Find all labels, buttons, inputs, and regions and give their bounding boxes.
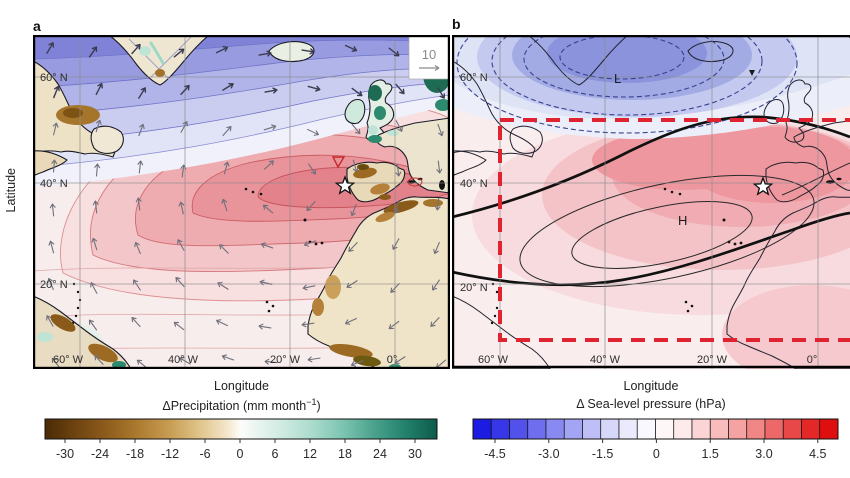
precip-colorbar: -30 -24 -18 -12 -6 0 6 12 18 24 30	[44, 418, 438, 461]
small-arrow-icon	[749, 70, 755, 76]
y-axis-label: Latitude	[4, 168, 18, 213]
precip-colorbar-ticks: -30 -24 -18 -12 -6 0 6 12 18 24 30	[56, 439, 422, 461]
svg-text:-4.5: -4.5	[484, 447, 506, 461]
balearic-red-outline	[407, 177, 423, 187]
panel-b-border	[452, 35, 850, 369]
slp-colorbar-ticks: -4.5 -3.0 -1.5 0 1.5 3.0 4.5	[484, 439, 827, 461]
panel-b-map: L H 60° N 40° N 20° N 60° W 40° W 20° W …	[452, 35, 850, 369]
lat-tick-20n: 20° N	[460, 282, 488, 294]
svg-text:3.0: 3.0	[755, 447, 772, 461]
precip-title-prefix: ΔPrecipitation (mm month	[162, 399, 307, 414]
site-star-marker	[334, 175, 356, 195]
lat-tick-60n: 60° N	[40, 72, 68, 84]
svg-text:-1.5: -1.5	[592, 447, 614, 461]
panel-a-xlabel: Longitude	[214, 379, 269, 393]
wind-scale-value: 10	[422, 47, 436, 62]
slp-thick-contours	[452, 115, 850, 287]
wind-scale-legend: 10	[408, 35, 450, 80]
azores-high-region-box	[498, 118, 850, 342]
svg-text:6: 6	[272, 447, 279, 461]
svg-text:1.5: 1.5	[702, 447, 719, 461]
panel-b-xlabel: Longitude	[623, 379, 679, 393]
svg-text:4.5: 4.5	[809, 447, 826, 461]
triangle-marker	[331, 156, 346, 169]
lon-tick-20w: 20° W	[697, 354, 728, 366]
slp-colorbar-cells	[472, 418, 839, 440]
lat-tick-40n: 40° N	[460, 178, 488, 190]
svg-text:-6: -6	[199, 447, 210, 461]
site-star-marker	[752, 176, 774, 196]
lon-tick-60w: 60° W	[478, 354, 509, 366]
slp-colorbar-border	[472, 418, 839, 440]
wind-scale-arrow-icon	[434, 64, 440, 72]
panel-a-map: 10 60° N 40° N 20° N 60° W 40° W 20° W 0…	[33, 35, 450, 369]
panel-b-tick-labels: 60° N 40° N 20° N 60° W 40° W 20° W 0°	[460, 72, 817, 366]
low-pressure-label: L	[614, 71, 621, 86]
svg-text:-12: -12	[161, 447, 179, 461]
precip-title-suffix: )	[316, 399, 321, 414]
lon-tick-0: 0°	[807, 354, 818, 366]
panel-a-label: a	[33, 18, 41, 34]
precip-title-sup: −1	[306, 397, 317, 407]
slp-colorbar-title: Δ Sea-level pressure (hPa)	[576, 397, 726, 411]
svg-text:0: 0	[237, 447, 244, 461]
svg-text:-18: -18	[126, 447, 144, 461]
svg-text:-3.0: -3.0	[538, 447, 560, 461]
panel-b-label: b	[452, 16, 461, 32]
panel-a-tick-labels: 60° N 40° N 20° N 60° W 40° W 20° W 0°	[40, 72, 397, 366]
svg-text:-24: -24	[91, 447, 109, 461]
svg-text:18: 18	[338, 447, 352, 461]
slp-negative-shading	[452, 35, 850, 139]
precip-colorbar-title: ΔPrecipitation (mm month−1)	[33, 397, 450, 413]
lon-tick-20w: 20° W	[270, 354, 301, 366]
lat-tick-60n: 60° N	[460, 72, 488, 84]
lat-tick-20n: 20° N	[40, 279, 68, 291]
low-pressure-dashed-contours	[456, 35, 798, 134]
svg-text:-30: -30	[56, 447, 74, 461]
svg-text:0: 0	[653, 447, 660, 461]
precip-colorbar-bar	[44, 418, 438, 440]
lon-tick-40w: 40° W	[168, 354, 199, 366]
panel-a-border	[33, 35, 450, 369]
lon-tick-0: 0°	[387, 354, 398, 366]
svg-text:30: 30	[408, 447, 422, 461]
slp-colorbar: -4.5 -3.0 -1.5 0 1.5 3.0 4.5	[472, 418, 839, 461]
svg-text:24: 24	[373, 447, 387, 461]
svg-text:12: 12	[303, 447, 317, 461]
high-pressure-thin-contours	[519, 162, 850, 288]
lon-tick-60w: 60° W	[53, 354, 84, 366]
wind-vector-arrows	[46, 42, 447, 369]
lat-tick-40n: 40° N	[40, 178, 68, 190]
lon-tick-40w: 40° W	[590, 354, 621, 366]
high-pressure-label: H	[678, 213, 687, 228]
